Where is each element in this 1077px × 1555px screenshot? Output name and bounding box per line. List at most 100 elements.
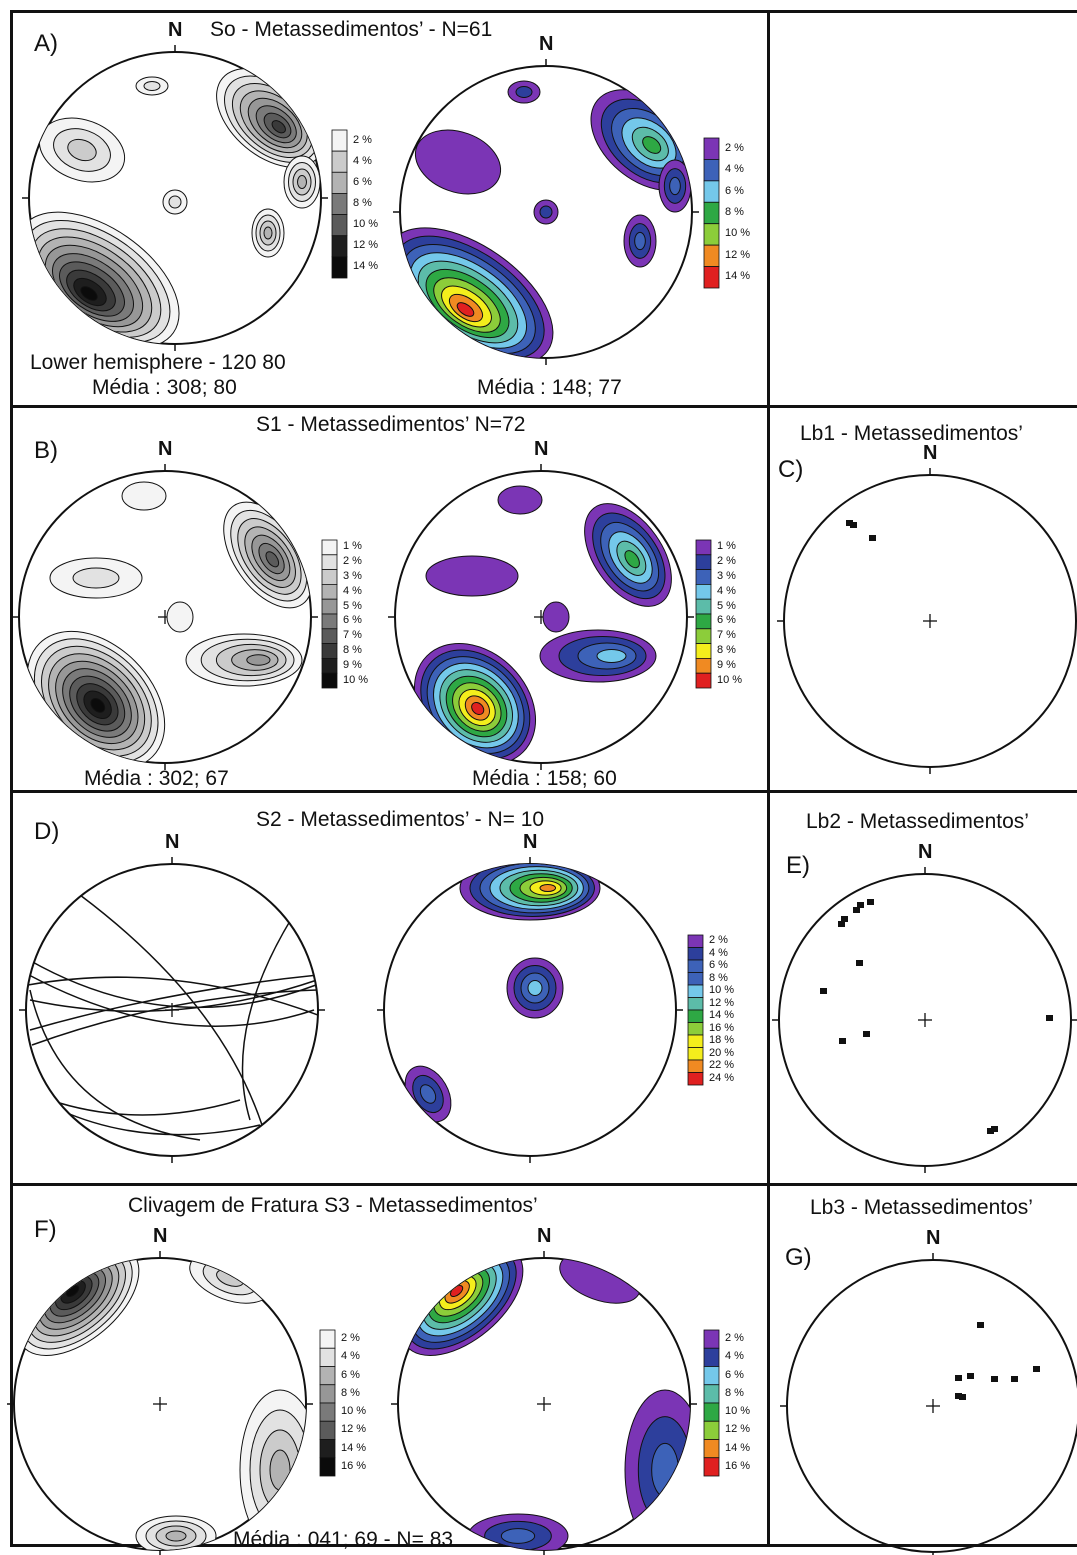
panel-b-mean-left: Média : 302; 67 xyxy=(84,767,229,790)
panel-f-gray-legend-label-8: 16 % xyxy=(341,1459,367,1472)
panel-d-color-legend-label-6: 12 % xyxy=(709,996,735,1009)
panel-e-lineations-point-9 xyxy=(863,1031,870,1037)
panel-b-color-legend-swatch-7 xyxy=(695,628,712,644)
panel-d-great-circle-10 xyxy=(49,1099,241,1116)
panel-e-lineations-point-6 xyxy=(856,960,863,966)
panel-g-lineations-point-5 xyxy=(991,1376,998,1382)
panel-b-gray-legend-swatch-7 xyxy=(321,628,338,644)
panel-b-color-legend-swatch-1 xyxy=(695,539,712,556)
panel-f-color-legend-swatch-7 xyxy=(703,1439,720,1459)
panel-a-color-legend-swatch-1 xyxy=(703,137,720,160)
panel-f-gray-legend-swatch-8 xyxy=(319,1457,336,1477)
panel-e-title: Lb2 - Metassedimentos’ xyxy=(806,810,1029,833)
panel-f-gray-legend-swatch-6 xyxy=(319,1420,336,1440)
b-col-w-contour-1 xyxy=(425,555,519,597)
panel-e-net-frame xyxy=(772,867,1077,1173)
panel-b-color-legend-swatch-8 xyxy=(695,643,712,659)
a-gray-w-contour-3 xyxy=(67,138,97,162)
panel-f-gray-net-north-label: N xyxy=(153,1225,168,1247)
panel-b-color-legend-swatch-6 xyxy=(695,613,712,630)
a-col-e-contour-3 xyxy=(669,176,681,196)
panel-b-color-legend-label-7: 7 % xyxy=(717,629,736,642)
panel-b-title: S1 - Metassedimentos’ N=72 xyxy=(256,413,526,436)
panel-a-color-legend-swatch-5 xyxy=(703,223,720,246)
panel-a-gray-net-north-label: N xyxy=(168,19,183,41)
panel-g-lineations-point-2 xyxy=(1033,1366,1040,1372)
panel-f-color-legend-swatch-8 xyxy=(703,1457,720,1477)
panel-d-color-legend-swatch-4 xyxy=(687,972,704,986)
panel-a-color-legend-label-3: 6 % xyxy=(725,184,744,197)
panel-f-gray-legend-swatch-1 xyxy=(319,1329,336,1349)
panel-e-lineations-point-12 xyxy=(991,1126,998,1132)
panel-f-color-net-north-label: N xyxy=(537,1225,552,1247)
panel-d-color-legend-swatch-12 xyxy=(687,1072,704,1086)
panel-a-gray-legend-label-1: 2 % xyxy=(353,133,372,146)
row-divider-1 xyxy=(10,405,1077,408)
panel-a-gray-legend-swatch-4 xyxy=(331,193,348,215)
panel-b-color-legend-label-3: 3 % xyxy=(717,570,736,582)
panel-f-color-legend-label-1: 2 % xyxy=(725,1332,744,1345)
b-col-ne-contour-6 xyxy=(624,550,640,569)
panel-b-color-legend xyxy=(695,539,712,689)
panel-b-mean-right: Média : 158; 60 xyxy=(472,767,617,790)
panel-f-color-legend-swatch-1 xyxy=(703,1329,720,1349)
panel-b-color-legend-label-6: 6 % xyxy=(717,614,736,627)
panel-a-gray-legend-swatch-3 xyxy=(331,171,348,194)
d-col-sw-contour-3 xyxy=(419,1084,437,1104)
panel-e-letter: E) xyxy=(786,852,810,879)
panel-f-color-legend-swatch-4 xyxy=(703,1384,720,1404)
panel-f-gray-contours xyxy=(16,1258,306,1550)
panel-a-color-legend-label-1: 2 % xyxy=(725,141,744,154)
panel-a-gray-legend-swatch-2 xyxy=(331,150,348,173)
panel-d-color-net-north-label: N xyxy=(523,831,538,853)
panel-d-color-legend-swatch-5 xyxy=(687,984,704,998)
panel-d-color-legend-label-8: 16 % xyxy=(709,1021,735,1034)
panel-d-color-legend-label-9: 18 % xyxy=(709,1034,735,1047)
panel-f-color-legend-swatch-6 xyxy=(703,1420,720,1440)
panel-d-color-legend-label-5: 10 % xyxy=(709,984,735,997)
panel-g-lineations-point-3 xyxy=(955,1375,962,1381)
panel-b-color-legend-swatch-9 xyxy=(695,658,712,674)
b-gray-e-contour-5 xyxy=(246,654,271,666)
panel-c-letter: C) xyxy=(778,456,804,483)
panel-b-gray-legend-swatch-9 xyxy=(321,658,338,674)
f-col-s-contour-3 xyxy=(500,1528,536,1544)
panel-f-gray-legend-label-2: 4 % xyxy=(341,1350,360,1363)
a-col-e2-contour-3 xyxy=(634,231,646,251)
panel-f-color-legend-swatch-5 xyxy=(703,1402,720,1422)
panel-d-color-legend-swatch-8 xyxy=(687,1022,704,1036)
panel-g-letter: G) xyxy=(785,1244,812,1271)
b-col-e-contour-4 xyxy=(596,649,627,663)
panel-a-color-legend-label-4: 8 % xyxy=(725,206,744,218)
a-gray-top-contour-2 xyxy=(143,81,161,91)
panel-e-lineations-point-11 xyxy=(987,1128,994,1134)
panel-d-color-legend-label-3: 6 % xyxy=(709,959,728,972)
b-gray-top-contour-1 xyxy=(121,481,167,511)
panel-d-great-circle-9 xyxy=(29,989,201,1141)
panel-b-gray-contours xyxy=(26,481,311,763)
panel-a-color-legend xyxy=(703,137,720,289)
panel-a-gray-legend-label-7: 14 % xyxy=(353,260,379,273)
panel-a-gray-legend-label-4: 8 % xyxy=(353,197,372,209)
panel-b-gray-legend-swatch-1 xyxy=(321,539,338,556)
panel-d-great-circle-2 xyxy=(28,974,315,1027)
panel-a-gray-legend-label-2: 4 % xyxy=(353,154,372,167)
panel-f-gray-legend xyxy=(319,1329,336,1477)
b-gray-w-contour-2 xyxy=(72,567,120,589)
panel-b-color-legend-label-9: 9 % xyxy=(717,658,736,671)
panel-d-color-legend-label-7: 14 % xyxy=(709,1009,735,1022)
d-col-c-contour-4 xyxy=(527,980,543,996)
panel-b-color-legend-swatch-5 xyxy=(695,598,712,615)
panel-b-color-legend-label-5: 5 % xyxy=(717,599,736,612)
a-col-w-contour-1 xyxy=(414,129,502,195)
panel-b-color-legend-swatch-2 xyxy=(695,554,712,570)
panel-a-title: So - Metassedimentos’ - N=61 xyxy=(210,18,493,41)
panel-d-color-legend-swatch-11 xyxy=(687,1059,704,1073)
panel-a-gray-contours xyxy=(29,68,321,344)
panel-b-gray-legend-label-2: 2 % xyxy=(343,555,362,568)
panel-e-lineations-point-2 xyxy=(857,902,864,908)
panel-g-net-frame xyxy=(780,1253,1077,1555)
panel-d-color-legend-label-12: 24 % xyxy=(709,1071,735,1084)
